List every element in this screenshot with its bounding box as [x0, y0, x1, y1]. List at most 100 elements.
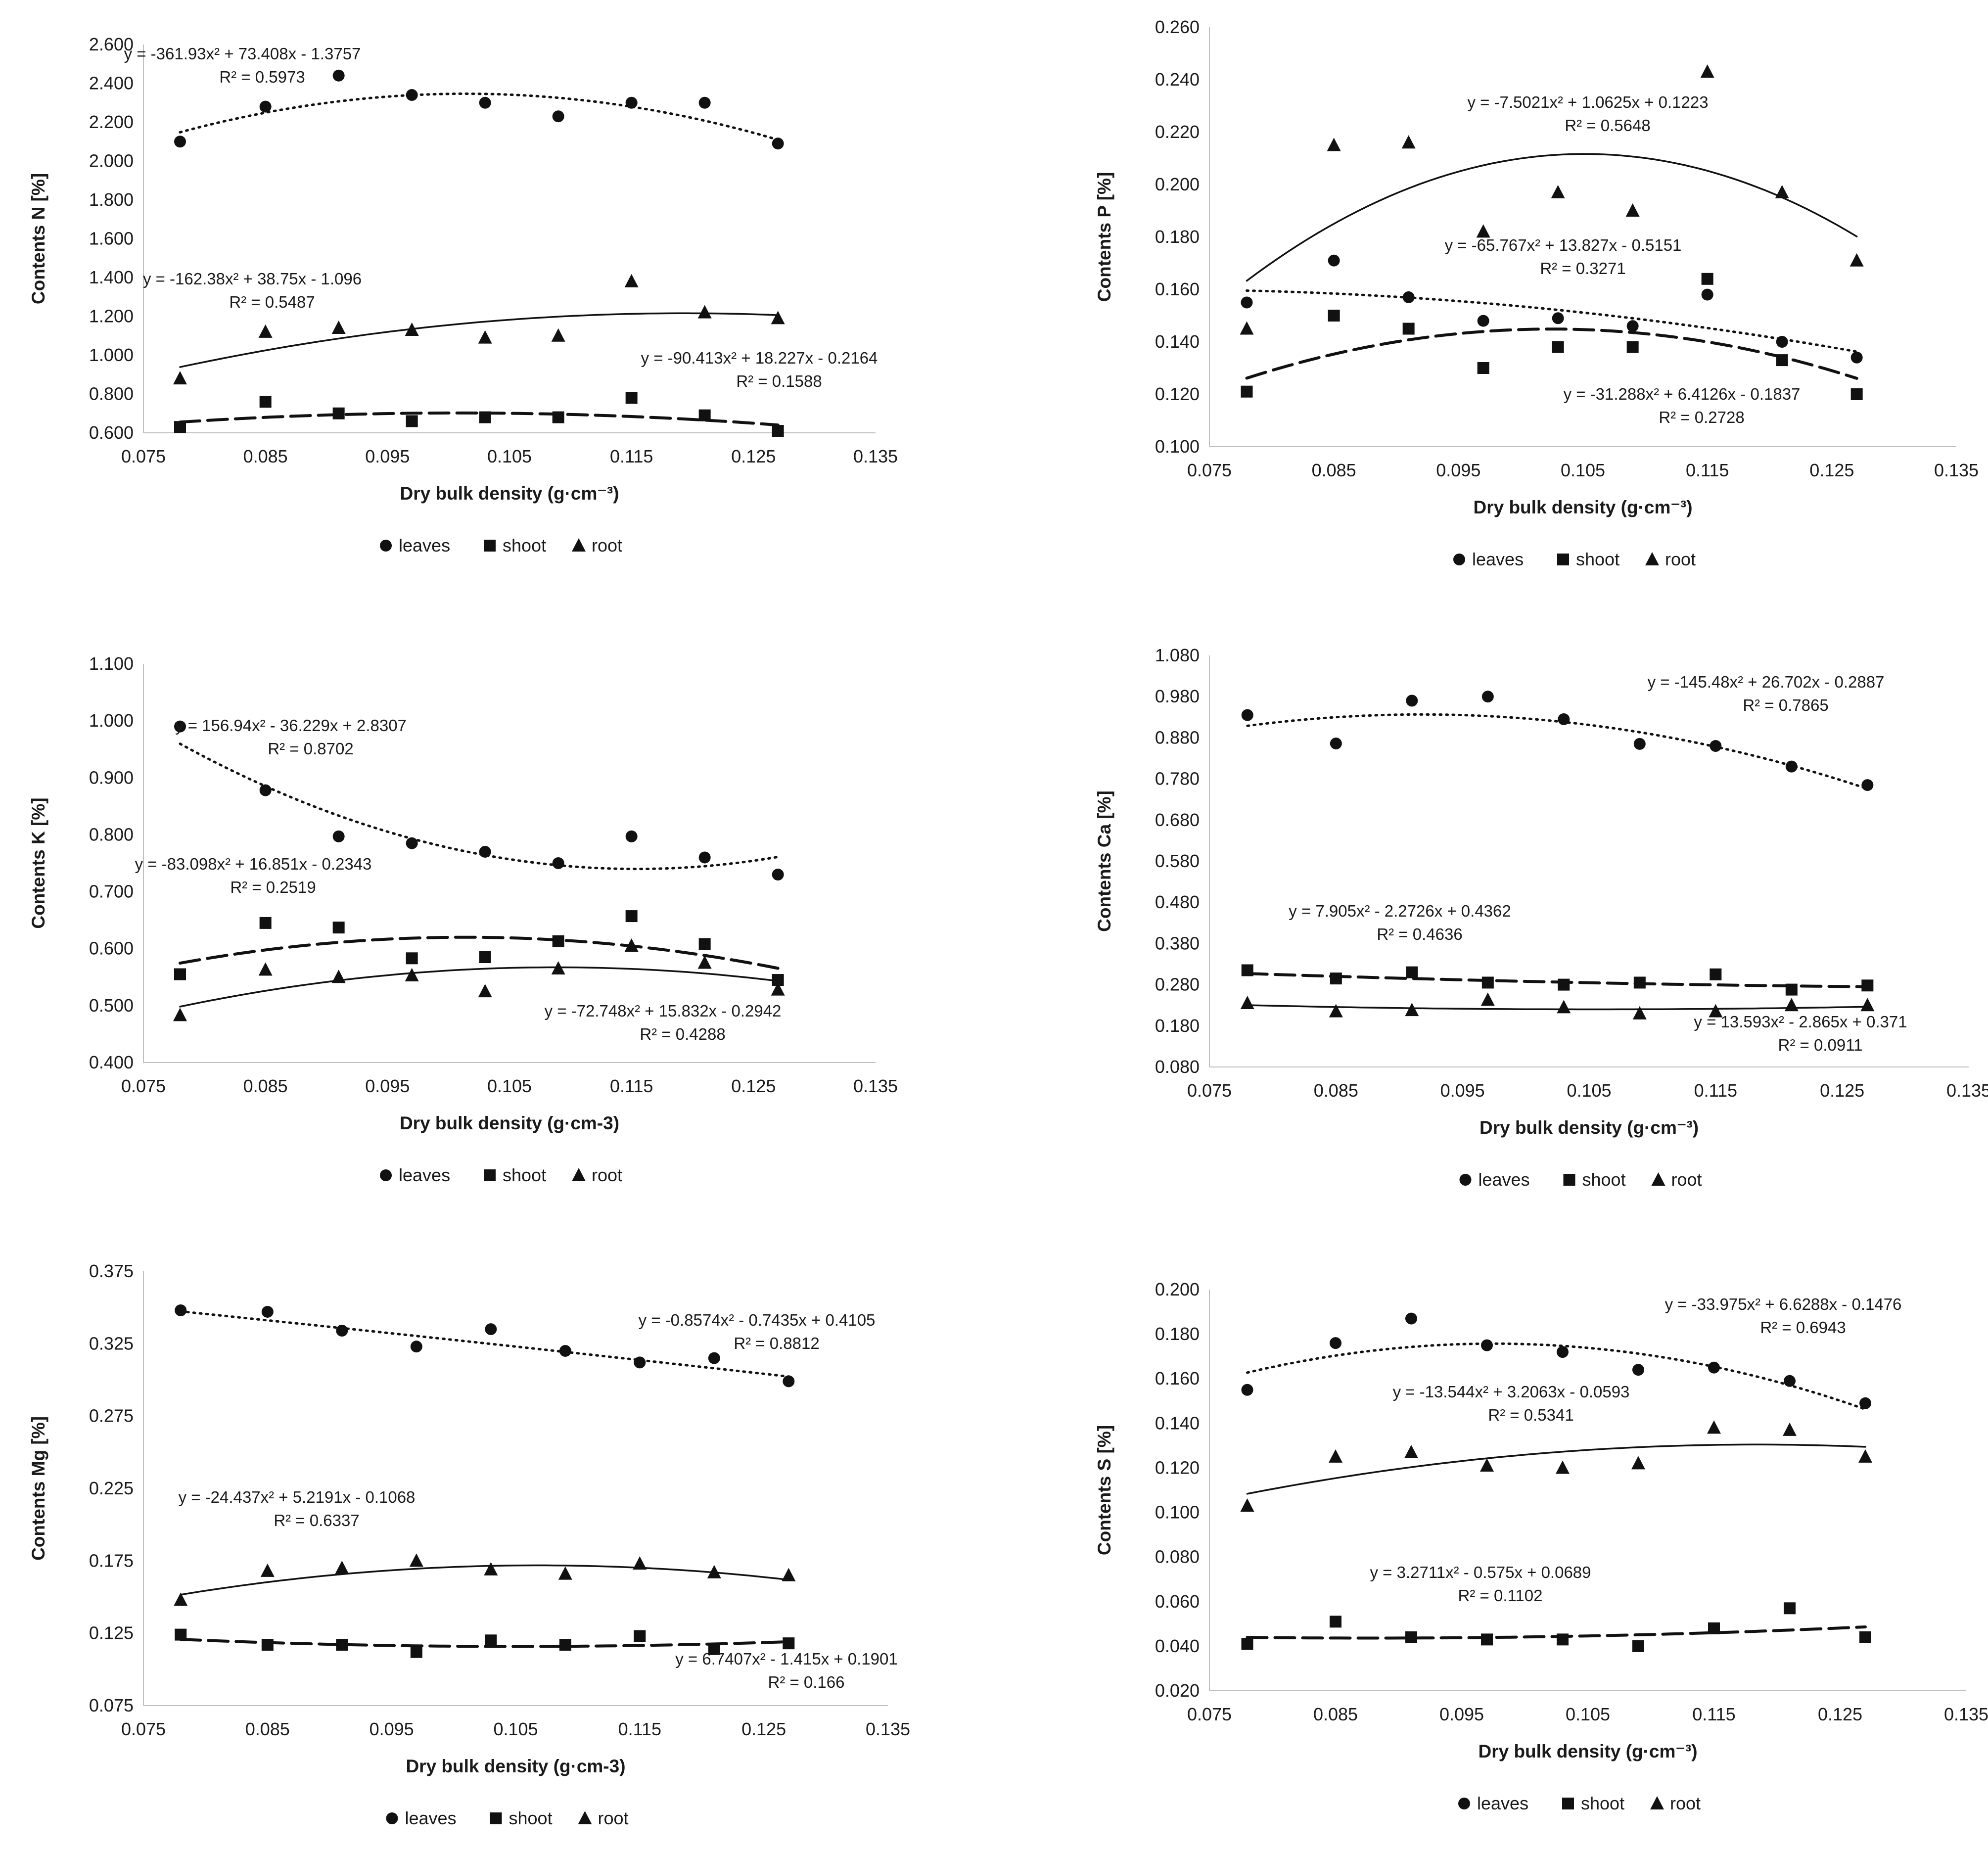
data-point-leaves: [410, 1341, 422, 1353]
data-point-shoot: [1241, 1638, 1253, 1650]
chart-panel-Mg: 0.075 0.085 0.095 0.105 0.115 0.125 0.135 0.075…: [28, 1261, 910, 1828]
data-point-shoot: [406, 952, 418, 965]
data-point-leaves: [1557, 1346, 1569, 1358]
data-point-leaves: [1477, 315, 1489, 327]
trend-r2-leaves: R² = 0.7865: [1743, 696, 1828, 714]
data-point-leaves: [1406, 694, 1418, 707]
data-point-root: [1860, 998, 1875, 1012]
trendline-shoot: [179, 1638, 790, 1648]
y-tick-label: 0.180: [1155, 227, 1200, 247]
data-point-shoot: [175, 1628, 187, 1641]
data-point-root: [624, 938, 639, 952]
y-tick-label: 0.375: [89, 1261, 134, 1281]
data-point-leaves: [634, 1356, 646, 1369]
data-point-leaves: [261, 1305, 274, 1318]
data-point-shoot: [1406, 966, 1418, 978]
data-point-root: [174, 1592, 188, 1606]
legend-label-leaves: leaves: [399, 1165, 450, 1185]
y-tick-label: 0.125: [89, 1623, 134, 1643]
data-point-leaves: [485, 1323, 497, 1336]
legend-marker-root: [578, 1811, 592, 1824]
data-point-root: [551, 328, 565, 342]
data-point-shoot: [1481, 976, 1494, 989]
y-tick-label: 0.060: [1155, 1591, 1200, 1612]
data-point-root: [697, 955, 712, 969]
data-point-root: [1632, 1006, 1647, 1019]
trendline-root: [179, 312, 779, 368]
y-tick-label: 0.580: [1155, 851, 1200, 871]
legend-marker-shoot: [1557, 554, 1569, 565]
data-point-leaves: [1626, 320, 1639, 332]
trend-equation-leaves: y = -145.48x² + 26.702x - 0.2887: [1648, 673, 1885, 691]
y-tick-label: 2.000: [89, 151, 134, 171]
data-point-root: [405, 968, 419, 981]
data-point-leaves: [698, 851, 711, 864]
data-point-root: [260, 1563, 275, 1577]
trendline-leaves: [179, 93, 780, 141]
data-point-root: [1557, 1000, 1571, 1014]
data-point-leaves: [708, 1352, 720, 1364]
data-point-root: [633, 1556, 647, 1570]
x-tick-label: 0.115: [1692, 1704, 1735, 1724]
x-tick-label: 0.085: [245, 1719, 290, 1739]
trendline-root: [180, 1564, 790, 1596]
data-point-shoot: [174, 968, 186, 980]
y-tick-label: 0.140: [1155, 331, 1200, 352]
data-point-shoot: [1776, 354, 1788, 367]
x-tick-label: 0.105: [487, 1076, 532, 1096]
trend-r2-leaves: R² = 0.8812: [734, 1334, 819, 1352]
data-point-shoot: [1481, 1633, 1493, 1646]
data-point-leaves: [559, 1344, 571, 1357]
data-point-root: [1329, 1449, 1342, 1463]
data-point-root: [484, 1562, 498, 1575]
legend: leaves shoot root: [380, 535, 622, 556]
trend-r2-shoot: R² = 0.2728: [1659, 408, 1744, 426]
x-tick-label: 0.095: [365, 446, 410, 466]
data-point-root: [1240, 996, 1254, 1010]
x-tick-label: 0.105: [1561, 460, 1605, 480]
x-tick-label: 0.105: [487, 446, 532, 466]
trend-r2-shoot: R² = 0.166: [768, 1673, 844, 1691]
data-point-root: [1700, 64, 1714, 78]
data-point-root: [1404, 1444, 1418, 1458]
series-root: [173, 938, 785, 1021]
trend-r2-leaves: R² = 0.8702: [268, 740, 353, 758]
trend-r2-root: R² = 0.5487: [229, 293, 315, 311]
x-tick-label: 0.125: [1818, 1704, 1862, 1724]
legend-label-leaves: leaves: [399, 535, 450, 556]
data-point-shoot: [625, 910, 638, 923]
legend-label-root: root: [598, 1808, 629, 1828]
y-tick-label: 0.100: [1155, 1502, 1200, 1523]
data-point-root: [782, 1568, 796, 1581]
y-axis-title: Contents K [%]: [28, 797, 48, 928]
x-tick-label: 0.125: [741, 1719, 786, 1739]
trend-equation-root: y = -162.38x² + 38.75x - 1.096: [143, 270, 362, 288]
data-point-root: [1480, 1458, 1494, 1472]
y-tick-label: 0.600: [89, 422, 134, 443]
data-point-shoot: [1241, 964, 1253, 976]
trend-r2-shoot: R² = 0.4636: [1377, 925, 1462, 943]
data-point-root: [1849, 253, 1864, 267]
data-point-leaves: [1632, 1364, 1644, 1376]
data-point-shoot: [1626, 341, 1639, 353]
y-tick-label: 0.680: [1155, 810, 1200, 830]
data-point-root: [1329, 1004, 1343, 1018]
legend-marker-leaves: [380, 540, 392, 552]
data-point-leaves: [175, 1304, 187, 1317]
data-point-shoot: [559, 1639, 571, 1651]
y-tick-label: 0.220: [1155, 122, 1200, 142]
data-point-root: [1240, 321, 1254, 335]
x-tick-label: 0.085: [1314, 1080, 1358, 1101]
trend-r2-root: R² = 0.6337: [274, 1511, 359, 1529]
y-tick-label: 0.240: [1155, 69, 1200, 90]
y-tick-label: 0.780: [1155, 769, 1200, 789]
data-point-root: [1784, 998, 1799, 1012]
x-tick-label: 0.095: [1440, 1080, 1485, 1101]
y-tick-label: 0.900: [89, 767, 134, 787]
legend-marker-leaves: [1459, 1174, 1472, 1186]
data-point-shoot: [485, 1634, 497, 1647]
legend-label-root: root: [592, 535, 622, 556]
data-point-leaves: [1330, 1337, 1341, 1349]
x-axis-title: Dry bulk density (g·cm-3): [400, 1113, 619, 1133]
data-point-leaves: [406, 89, 418, 101]
